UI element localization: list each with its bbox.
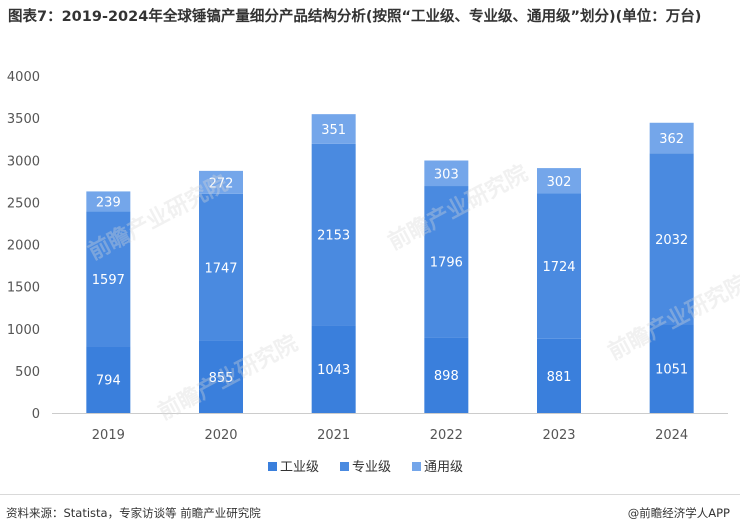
x-tick-label: 2019 (92, 428, 125, 443)
data-label: 1724 (542, 260, 575, 275)
bar-segment (311, 114, 356, 144)
x-tick-label: 2021 (317, 428, 350, 443)
bar-segment (649, 153, 694, 325)
data-label: 794 (96, 374, 121, 389)
data-label: 855 (209, 371, 234, 386)
x-tick-label: 2020 (204, 428, 237, 443)
y-tick-label: 1500 (7, 281, 40, 296)
bar-segment (311, 143, 356, 326)
data-label: 362 (659, 132, 684, 147)
y-tick-label: 500 (15, 365, 40, 380)
bar-segment (649, 324, 694, 413)
source-note: 资料来源：Statista，专家访谈等 前瞻产业研究院 (6, 506, 261, 520)
bar-segment (424, 337, 469, 413)
y-tick-label: 0 (32, 407, 40, 422)
legend: 工业级 专业级 通用级 (268, 460, 463, 475)
bar-segment (199, 170, 243, 194)
chart-title: 图表7：2019-2024年全球锤镐产量细分产品结构分析(按照“工业级、专业级、… (8, 9, 702, 25)
y-tick-label: 4000 (7, 70, 40, 85)
app-credit: @前瞻经济学人APP (627, 506, 730, 520)
x-tick-label: 2022 (430, 428, 463, 443)
y-tick-label: 3500 (7, 112, 40, 127)
bar-segment (199, 340, 243, 413)
y-tick-label: 3000 (7, 154, 40, 169)
data-label: 898 (434, 369, 459, 384)
data-label: 1796 (430, 256, 463, 271)
data-label: 303 (434, 167, 459, 182)
bar-layer: 794 1597 239 855 1747 272 1043 2153 351 898 1796 30… (86, 114, 694, 413)
x-axis: 2019 2020 2021 2022 2023 2024 (52, 413, 728, 443)
data-label: 1597 (92, 273, 125, 288)
data-label: 1043 (317, 363, 350, 378)
data-label: 239 (96, 195, 121, 210)
legend-swatch (268, 462, 277, 471)
legend-swatch (340, 462, 349, 471)
bar-segment (86, 346, 131, 413)
bar-segment (649, 122, 694, 154)
footer: 资料来源：Statista，专家访谈等 前瞻产业研究院 @前瞻经济学人APP (0, 494, 740, 529)
bar-segment (537, 338, 581, 413)
data-label: 351 (321, 123, 346, 138)
y-tick-label: 2000 (7, 239, 40, 254)
bar-segment (424, 186, 469, 338)
bar-segment (86, 191, 131, 212)
x-tick-label: 2024 (655, 428, 688, 443)
data-label: 2032 (655, 233, 688, 248)
data-label: 272 (209, 176, 234, 191)
data-label: 1051 (655, 363, 688, 378)
bar-segment (86, 211, 131, 347)
stacked-bar-chart: 0 500 1000 1500 2000 2500 3000 3500 4000 794 1597… (7, 70, 728, 475)
y-axis: 0 500 1000 1500 2000 2500 3000 3500 4000 (7, 70, 40, 422)
y-tick-label: 2500 (7, 196, 40, 211)
data-label: 1747 (204, 261, 237, 276)
data-label: 881 (547, 370, 572, 385)
legend-label: 通用级 (424, 460, 463, 475)
bar-segment (311, 325, 356, 413)
data-label: 2153 (317, 228, 350, 243)
bar-segment (199, 193, 243, 341)
data-label: 302 (547, 175, 572, 190)
legend-label: 工业级 (280, 460, 319, 475)
legend-swatch (412, 462, 421, 471)
bar-segment (424, 160, 469, 187)
y-tick-label: 1000 (7, 323, 40, 338)
bar-segment (537, 193, 581, 339)
x-tick-label: 2023 (542, 428, 575, 443)
bar-segment (537, 168, 581, 194)
legend-label: 专业级 (352, 460, 391, 475)
